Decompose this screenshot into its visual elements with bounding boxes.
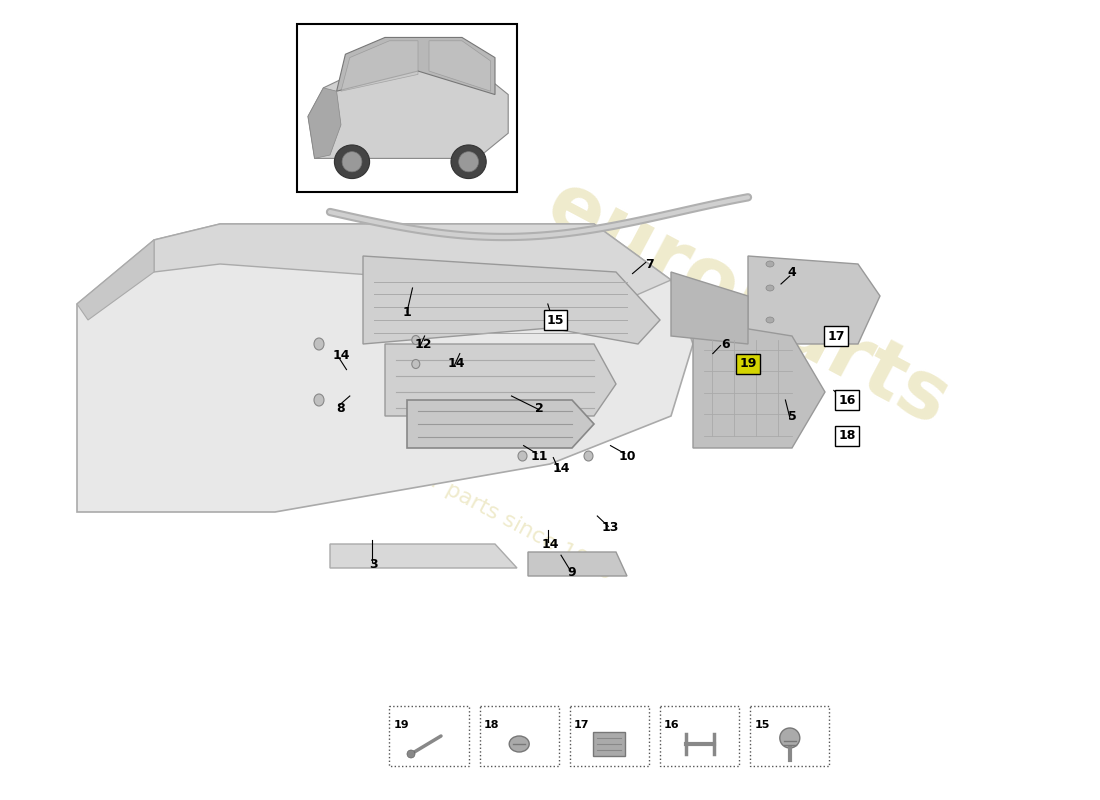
- Ellipse shape: [411, 359, 420, 369]
- Text: 15: 15: [547, 314, 564, 326]
- Text: 17: 17: [574, 720, 590, 730]
- Text: a passion for parts since 1985: a passion for parts since 1985: [309, 408, 615, 584]
- Text: 4: 4: [788, 266, 796, 278]
- Text: 3: 3: [370, 558, 378, 570]
- Text: 1: 1: [403, 306, 411, 318]
- Ellipse shape: [766, 317, 774, 323]
- Polygon shape: [748, 256, 880, 344]
- Ellipse shape: [584, 451, 593, 461]
- Polygon shape: [308, 66, 508, 158]
- Text: 10: 10: [618, 450, 636, 462]
- Polygon shape: [693, 320, 825, 448]
- Polygon shape: [528, 552, 627, 576]
- Text: 16: 16: [664, 720, 680, 730]
- Text: 2: 2: [535, 402, 543, 414]
- Bar: [389, 706, 469, 766]
- Text: 14: 14: [332, 350, 350, 362]
- Ellipse shape: [766, 261, 774, 267]
- Polygon shape: [363, 256, 660, 344]
- Ellipse shape: [518, 451, 527, 461]
- Bar: [297, 24, 517, 192]
- Polygon shape: [671, 272, 748, 344]
- Text: 14: 14: [541, 538, 559, 550]
- Polygon shape: [341, 41, 418, 91]
- Bar: [480, 706, 559, 766]
- Ellipse shape: [407, 750, 415, 758]
- Polygon shape: [77, 240, 154, 320]
- Text: 18: 18: [838, 430, 856, 442]
- Text: 14: 14: [448, 358, 465, 370]
- Ellipse shape: [451, 145, 486, 178]
- Text: 8: 8: [337, 402, 345, 414]
- Polygon shape: [308, 88, 341, 158]
- Polygon shape: [154, 224, 671, 304]
- Text: 6: 6: [722, 338, 730, 350]
- Text: euroParts: euroParts: [534, 165, 962, 443]
- Polygon shape: [593, 732, 626, 756]
- Text: 14: 14: [552, 462, 570, 474]
- Polygon shape: [385, 344, 616, 416]
- Text: 19: 19: [394, 720, 409, 730]
- Ellipse shape: [314, 338, 324, 350]
- Text: 19: 19: [739, 358, 757, 370]
- Bar: [750, 706, 829, 766]
- Text: 13: 13: [602, 522, 619, 534]
- Polygon shape: [77, 224, 693, 512]
- Ellipse shape: [334, 145, 370, 178]
- Ellipse shape: [509, 736, 529, 752]
- Polygon shape: [337, 38, 495, 94]
- Text: 15: 15: [755, 720, 770, 730]
- Text: 7: 7: [645, 258, 653, 270]
- Ellipse shape: [411, 335, 420, 345]
- Polygon shape: [429, 41, 491, 91]
- Polygon shape: [330, 544, 517, 568]
- Text: 9: 9: [568, 566, 576, 578]
- Text: 12: 12: [415, 338, 432, 350]
- Text: 16: 16: [838, 394, 856, 406]
- Text: 5: 5: [788, 410, 796, 422]
- Bar: [660, 706, 739, 766]
- Ellipse shape: [342, 152, 362, 172]
- Ellipse shape: [314, 394, 324, 406]
- Ellipse shape: [766, 285, 774, 291]
- Ellipse shape: [780, 728, 800, 748]
- Text: 17: 17: [827, 330, 845, 342]
- Bar: [570, 706, 649, 766]
- Text: 11: 11: [530, 450, 548, 462]
- Ellipse shape: [459, 152, 478, 172]
- Polygon shape: [407, 400, 594, 448]
- Text: 18: 18: [484, 720, 499, 730]
